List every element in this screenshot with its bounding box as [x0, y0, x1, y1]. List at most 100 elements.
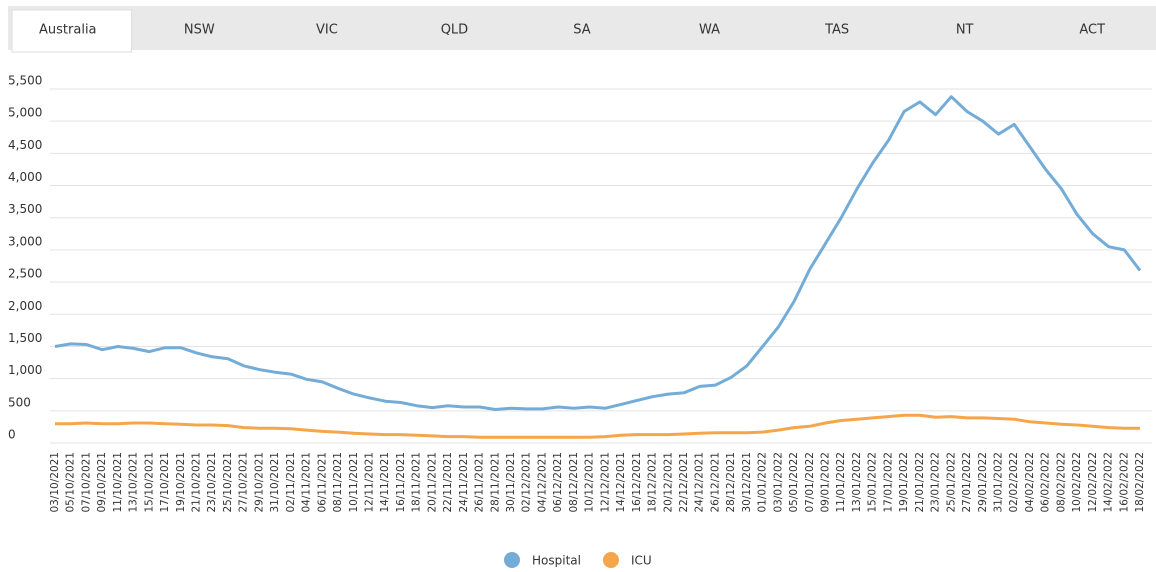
- tab-label[interactable]: QLD: [441, 23, 469, 38]
- y-tick-label: 500: [8, 395, 31, 409]
- x-tick-label: 21/10/2021: [191, 452, 203, 513]
- x-tick-label: 31/01/2022: [992, 452, 1004, 513]
- y-tick-label: 5,000: [8, 106, 42, 120]
- y-tick-label: 3,500: [8, 202, 42, 216]
- y-tick-label: 4,500: [8, 138, 42, 152]
- x-tick-label: 09/10/2021: [96, 452, 108, 513]
- x-tick-label: 14/02/2022: [1103, 452, 1115, 513]
- x-tick-label: 23/01/2022: [930, 452, 942, 513]
- x-tick-label: 17/01/2022: [882, 452, 894, 513]
- x-tick-label: 04/02/2022: [1024, 452, 1036, 513]
- x-tick-label: 27/10/2021: [238, 452, 250, 513]
- y-tick-label: 3,000: [8, 234, 42, 248]
- x-tick-label: 18/12/2021: [647, 452, 659, 513]
- x-tick-label: 05/01/2022: [788, 452, 800, 513]
- x-tick-label: 14/11/2021: [379, 452, 391, 513]
- x-tick-label: 05/10/2021: [65, 452, 77, 513]
- x-tick-label: 23/10/2021: [206, 452, 218, 513]
- active-tab[interactable]: [11, 9, 133, 53]
- tab-label[interactable]: TAS: [824, 23, 849, 38]
- x-tick-label: 10/12/2021: [584, 452, 596, 513]
- x-tick-label: 07/01/2022: [804, 452, 816, 513]
- x-tick-label: 15/10/2021: [143, 452, 155, 513]
- x-tick-label: 13/01/2022: [851, 452, 863, 513]
- x-tick-label: 19/10/2021: [175, 452, 187, 513]
- y-tick-label: 1,500: [8, 331, 42, 345]
- tab-label[interactable]: Australia: [39, 23, 97, 38]
- x-tick-label: 10/11/2021: [348, 452, 360, 513]
- x-tick-label: 29/10/2021: [253, 452, 265, 513]
- x-tick-label: 08/11/2021: [332, 452, 344, 513]
- x-tick-label: 12/11/2021: [363, 452, 375, 513]
- x-tick-label: 28/12/2021: [725, 452, 737, 513]
- x-tick-label: 06/02/2022: [1040, 452, 1052, 513]
- tab-label[interactable]: VIC: [316, 23, 338, 38]
- x-tick-label: 26/11/2021: [474, 452, 486, 513]
- x-tick-label: 12/12/2021: [599, 452, 611, 513]
- x-tick-label: 25/01/2022: [945, 452, 957, 513]
- x-tick-label: 22/11/2021: [442, 452, 454, 513]
- x-tick-label: 02/02/2022: [1008, 452, 1020, 513]
- tab-label[interactable]: SA: [573, 23, 590, 38]
- x-tick-label: 24/12/2021: [694, 452, 706, 513]
- tab-bar: [8, 6, 1156, 50]
- tab-label[interactable]: NT: [956, 23, 974, 38]
- x-tick-label: 09/01/2022: [820, 452, 832, 513]
- y-tick-label: 2,000: [8, 299, 42, 313]
- x-tick-label: 18/11/2021: [411, 452, 423, 513]
- x-tick-label: 02/11/2021: [285, 452, 297, 513]
- x-tick-label: 02/12/2021: [521, 452, 533, 513]
- x-tick-label: 16/02/2022: [1118, 452, 1130, 513]
- x-tick-label: 06/11/2021: [316, 452, 328, 513]
- x-tick-label: 17/10/2021: [159, 452, 171, 513]
- x-tick-label: 04/12/2021: [536, 452, 548, 513]
- x-tick-label: 15/01/2022: [867, 452, 879, 513]
- x-tick-label: 28/11/2021: [489, 452, 501, 513]
- x-tick-label: 31/10/2021: [269, 452, 281, 513]
- x-tick-label: 22/12/2021: [678, 452, 690, 513]
- y-tick-label: 2,500: [8, 267, 42, 281]
- x-tick-label: 20/11/2021: [426, 452, 438, 513]
- x-tick-label: 30/11/2021: [505, 452, 517, 513]
- x-tick-label: 21/01/2022: [914, 452, 926, 513]
- legend-symbol: [602, 552, 619, 568]
- x-tick-label: 16/12/2021: [631, 452, 643, 513]
- x-tick-label: 25/10/2021: [222, 452, 234, 513]
- legend-label: Hospital: [532, 554, 581, 568]
- y-tick-label: 5,500: [8, 74, 42, 88]
- x-tick-label: 03/10/2021: [49, 452, 61, 513]
- line-series: [55, 413, 1140, 439]
- tab-label[interactable]: WA: [699, 23, 720, 38]
- x-tick-label: 08/02/2022: [1055, 452, 1067, 513]
- x-tick-label: 30/12/2021: [741, 452, 753, 513]
- x-tick-label: 18/02/2022: [1134, 452, 1146, 513]
- x-tick-label: 24/11/2021: [458, 452, 470, 513]
- x-tick-label: 08/12/2021: [568, 452, 580, 513]
- x-tick-label: 27/01/2022: [961, 452, 973, 513]
- x-tick-label: 16/11/2021: [395, 452, 407, 513]
- y-tick-label: 1,000: [8, 363, 42, 377]
- y-tick-label: 4,000: [8, 170, 42, 184]
- y-tick-label: 0: [8, 428, 16, 442]
- tab-label[interactable]: NSW: [184, 23, 215, 38]
- x-tick-label: 13/10/2021: [128, 452, 140, 513]
- tab-label[interactable]: ACT: [1079, 23, 1105, 38]
- x-tick-label: 29/01/2022: [977, 452, 989, 513]
- x-tick-label: 06/12/2021: [552, 452, 564, 513]
- x-tick-label: 14/12/2021: [615, 452, 627, 513]
- x-tick-label: 12/02/2022: [1087, 452, 1099, 513]
- line-series: [54, 95, 1142, 411]
- legend-symbol: [504, 552, 520, 568]
- x-tick-label: 10/02/2022: [1071, 452, 1083, 513]
- legend-label: ICU: [631, 554, 652, 568]
- x-tick-label: 04/11/2021: [301, 452, 313, 513]
- x-tick-label: 26/12/2021: [709, 452, 721, 513]
- x-tick-label: 11/01/2022: [835, 452, 847, 513]
- x-tick-label: 03/01/2022: [772, 452, 784, 513]
- x-tick-label: 07/10/2021: [80, 452, 92, 513]
- x-tick-label: 19/01/2022: [898, 452, 910, 513]
- x-tick-label: 11/10/2021: [112, 452, 124, 513]
- x-tick-label: 01/01/2022: [757, 452, 769, 513]
- x-tick-label: 20/12/2021: [662, 452, 674, 513]
